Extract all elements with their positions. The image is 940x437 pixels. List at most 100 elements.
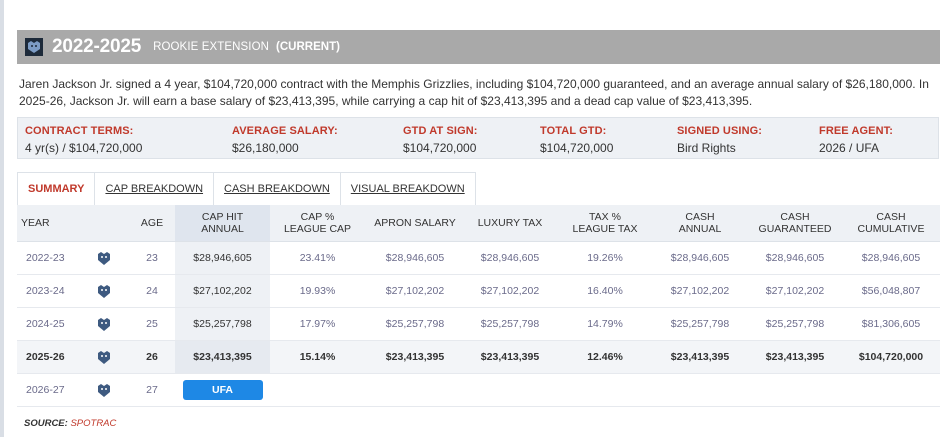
contract-header: 2022-2025 ROOKIE EXTENSION (CURRENT) bbox=[17, 30, 940, 64]
header-line: CUMULATIVE bbox=[857, 223, 925, 235]
cell-cash-cumulative: $104,720,000 bbox=[858, 351, 924, 363]
header-line: TAX % bbox=[589, 211, 621, 223]
cell-age: 25 bbox=[146, 318, 158, 330]
header-line: LEAGUE CAP bbox=[283, 223, 352, 235]
header-line: CASH bbox=[876, 211, 906, 223]
col-cash-guaranteed: CASH GUARANTEED bbox=[745, 205, 845, 241]
header-line: APRON SALARY bbox=[374, 217, 456, 229]
cell-cash-annual: $28,946,605 bbox=[670, 252, 730, 264]
term-value: $26,180,000 bbox=[232, 141, 299, 155]
term-value: $104,720,000 bbox=[540, 141, 614, 155]
cell-apron-salary: $28,946,605 bbox=[385, 252, 445, 264]
contract-terms-box: CONTRACT TERMS: 4 yr(s) / $104,720,000 A… bbox=[17, 117, 939, 159]
cell-cap-pct: 15.14% bbox=[299, 351, 336, 363]
term-average-salary: AVERAGE SALARY: $26,180,000 bbox=[232, 125, 338, 155]
cell-luxury-tax: $25,257,798 bbox=[480, 318, 540, 330]
col-year: YEAR bbox=[21, 205, 81, 241]
grizzlies-logo-icon bbox=[95, 283, 113, 299]
col-apron-salary: APRON SALARY bbox=[365, 205, 465, 241]
term-value: 2026 / UFA bbox=[819, 141, 880, 155]
cell-cap-pct: 23.41% bbox=[299, 252, 336, 264]
col-cash-cumulative: CASH CUMULATIVE bbox=[845, 205, 937, 241]
contract-tabs: SUMMARY CAP BREAKDOWN CASH BREAKDOWN VIS… bbox=[17, 172, 476, 205]
table-row: 2023-24 24 $27,102,202 19.93% $27,102,202 $27… bbox=[17, 275, 940, 308]
contract-status: (CURRENT) bbox=[276, 41, 340, 53]
cell-tax-pct: 12.46% bbox=[587, 351, 623, 363]
left-rail bbox=[0, 0, 4, 437]
cell-cash-annual: $25,257,798 bbox=[670, 318, 730, 330]
contract-summary: Jaren Jackson Jr. signed a 4 year, $104,… bbox=[19, 77, 929, 108]
col-cap-hit: CAP HIT ANNUAL bbox=[175, 205, 270, 241]
team-logo-cell bbox=[94, 275, 114, 307]
contract-table: YEAR AGE CAP HIT ANNUAL CAP % LEAGUE CAP A… bbox=[17, 205, 940, 407]
team-logo-cell bbox=[94, 374, 114, 406]
header-line: GUARANTEED bbox=[758, 223, 832, 235]
cell-luxury-tax: $23,413,395 bbox=[480, 351, 540, 363]
cell-year: 2022-23 bbox=[26, 252, 65, 264]
header-line: ANNUAL bbox=[201, 223, 244, 235]
table-row-ufa: 2026-27 27 UFA bbox=[17, 374, 940, 407]
cell-cap-hit: $28,946,605 bbox=[175, 242, 270, 274]
cell-age: 27 bbox=[146, 384, 158, 396]
col-cash-annual: CASH ANNUAL bbox=[655, 205, 745, 241]
cell-age: 26 bbox=[146, 351, 158, 363]
cell-cash-guaranteed: $25,257,798 bbox=[765, 318, 825, 330]
term-value: $104,720,000 bbox=[403, 141, 477, 155]
grizzlies-logo-icon bbox=[95, 250, 113, 266]
cell-cash-annual: $23,413,395 bbox=[670, 351, 730, 363]
header-line: YEAR bbox=[21, 217, 50, 229]
cell-luxury-tax: $27,102,202 bbox=[480, 285, 540, 297]
ufa-badge: UFA bbox=[182, 380, 263, 400]
table-header: YEAR AGE CAP HIT ANNUAL CAP % LEAGUE CAP A… bbox=[17, 205, 940, 242]
table-body: 2022-23 23 $28,946,605 23.41% $28,946,605 $28… bbox=[17, 242, 940, 374]
cell-cap-pct: 17.97% bbox=[299, 318, 336, 330]
term-total-gtd: TOTAL GTD: $104,720,000 bbox=[540, 125, 613, 155]
tab-visual-breakdown[interactable]: VISUAL BREAKDOWN bbox=[339, 173, 475, 205]
source-attribution: SOURCE: SPOTRAC bbox=[24, 418, 116, 429]
cell-year: 2024-25 bbox=[26, 318, 65, 330]
term-label: FREE AGENT: bbox=[819, 125, 894, 137]
cell-apron-salary: $25,257,798 bbox=[385, 318, 445, 330]
cell-year: 2023-24 bbox=[26, 285, 65, 297]
tab-summary[interactable]: SUMMARY bbox=[28, 183, 85, 195]
cell-cash-guaranteed: $27,102,202 bbox=[765, 285, 825, 297]
grizzlies-logo-icon bbox=[95, 316, 113, 332]
cell-ufa: UFA bbox=[175, 374, 270, 406]
cell-cash-cumulative: $28,946,605 bbox=[861, 252, 921, 264]
col-luxury-tax: LUXURY TAX bbox=[465, 205, 555, 241]
cell-cap-hit: $23,413,395 bbox=[175, 341, 270, 373]
cell-cash-annual: $27,102,202 bbox=[670, 285, 730, 297]
term-label: TOTAL GTD: bbox=[540, 125, 607, 137]
grizzlies-logo-icon bbox=[95, 382, 113, 398]
contract-type: ROOKIE EXTENSION bbox=[153, 41, 270, 53]
cell-cash-guaranteed: $28,946,605 bbox=[765, 252, 825, 264]
col-age: AGE bbox=[127, 205, 177, 241]
grizzlies-logo-icon bbox=[95, 349, 113, 365]
term-label: CONTRACT TERMS: bbox=[25, 125, 134, 137]
term-value: 4 yr(s) / $104,720,000 bbox=[25, 141, 143, 155]
term-label: SIGNED USING: bbox=[677, 125, 763, 137]
cell-cash-cumulative: $81,306,605 bbox=[861, 318, 921, 330]
header-line: LUXURY TAX bbox=[477, 217, 543, 229]
tab-cash-breakdown[interactable]: CASH BREAKDOWN bbox=[213, 173, 340, 205]
cell-apron-salary: $27,102,202 bbox=[385, 285, 445, 297]
header-line: CASH bbox=[685, 211, 715, 223]
term-label: GTD AT SIGN: bbox=[403, 125, 478, 137]
term-free-agent: FREE AGENT: 2026 / UFA bbox=[819, 125, 893, 155]
source-label: SOURCE: bbox=[24, 418, 68, 429]
team-logo-cell bbox=[94, 242, 114, 274]
tab-cap-breakdown[interactable]: CAP BREAKDOWN bbox=[94, 173, 213, 205]
team-logo-cell bbox=[94, 308, 114, 340]
cell-cash-cumulative: $56,048,807 bbox=[861, 285, 921, 297]
term-label: AVERAGE SALARY: bbox=[232, 125, 338, 137]
source-link[interactable]: SPOTRAC bbox=[70, 418, 117, 429]
table-row: 2025-26 26 $23,413,395 15.14% $23,413,395 $23… bbox=[17, 341, 940, 374]
cell-luxury-tax: $28,946,605 bbox=[480, 252, 540, 264]
cell-cash-guaranteed: $23,413,395 bbox=[765, 351, 825, 363]
cell-year: 2026-27 bbox=[26, 384, 65, 396]
term-contract-terms: CONTRACT TERMS: 4 yr(s) / $104,720,000 bbox=[25, 125, 142, 155]
header-line: ANNUAL bbox=[678, 223, 722, 235]
cell-tax-pct: 16.40% bbox=[587, 285, 623, 297]
header-line: CAP HIT bbox=[201, 211, 244, 223]
header-line: CASH bbox=[780, 211, 810, 223]
